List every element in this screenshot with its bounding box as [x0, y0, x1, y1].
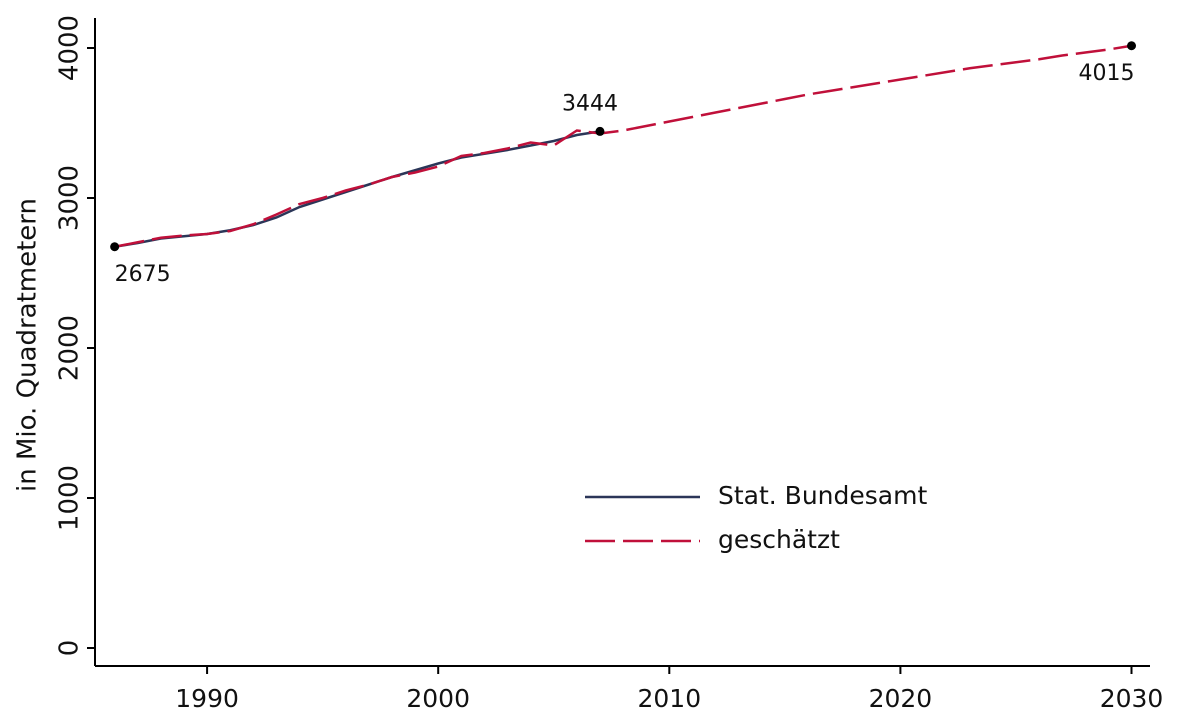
series-line [114, 44, 1132, 248]
annotation-marker [595, 126, 605, 136]
legend-label: Stat. Bundesamt [718, 481, 927, 510]
y-tick-label: 1000 [55, 465, 85, 531]
y-axis-label: in Mio. Quadratmetern [13, 198, 43, 492]
y-tick-label: 4000 [55, 15, 85, 81]
series-line [114, 130, 601, 248]
x-tick-label: 2010 [637, 684, 701, 713]
annotation-marker [1127, 41, 1137, 51]
annotation-label: 4015 [1079, 61, 1135, 86]
annotation-marker [110, 242, 120, 252]
annotation-label: 2675 [115, 262, 171, 287]
y-tick-label: 3000 [55, 165, 85, 231]
y-tick-label: 2000 [55, 315, 85, 381]
annotation-label: 3444 [562, 91, 618, 116]
y-tick-label: 0 [55, 640, 85, 657]
x-tick-label: 2020 [869, 684, 933, 713]
x-tick-label: 2000 [406, 684, 470, 713]
legend-label: geschätzt [718, 525, 840, 554]
x-tick-label: 2030 [1100, 684, 1164, 713]
x-tick-label: 1990 [175, 684, 239, 713]
